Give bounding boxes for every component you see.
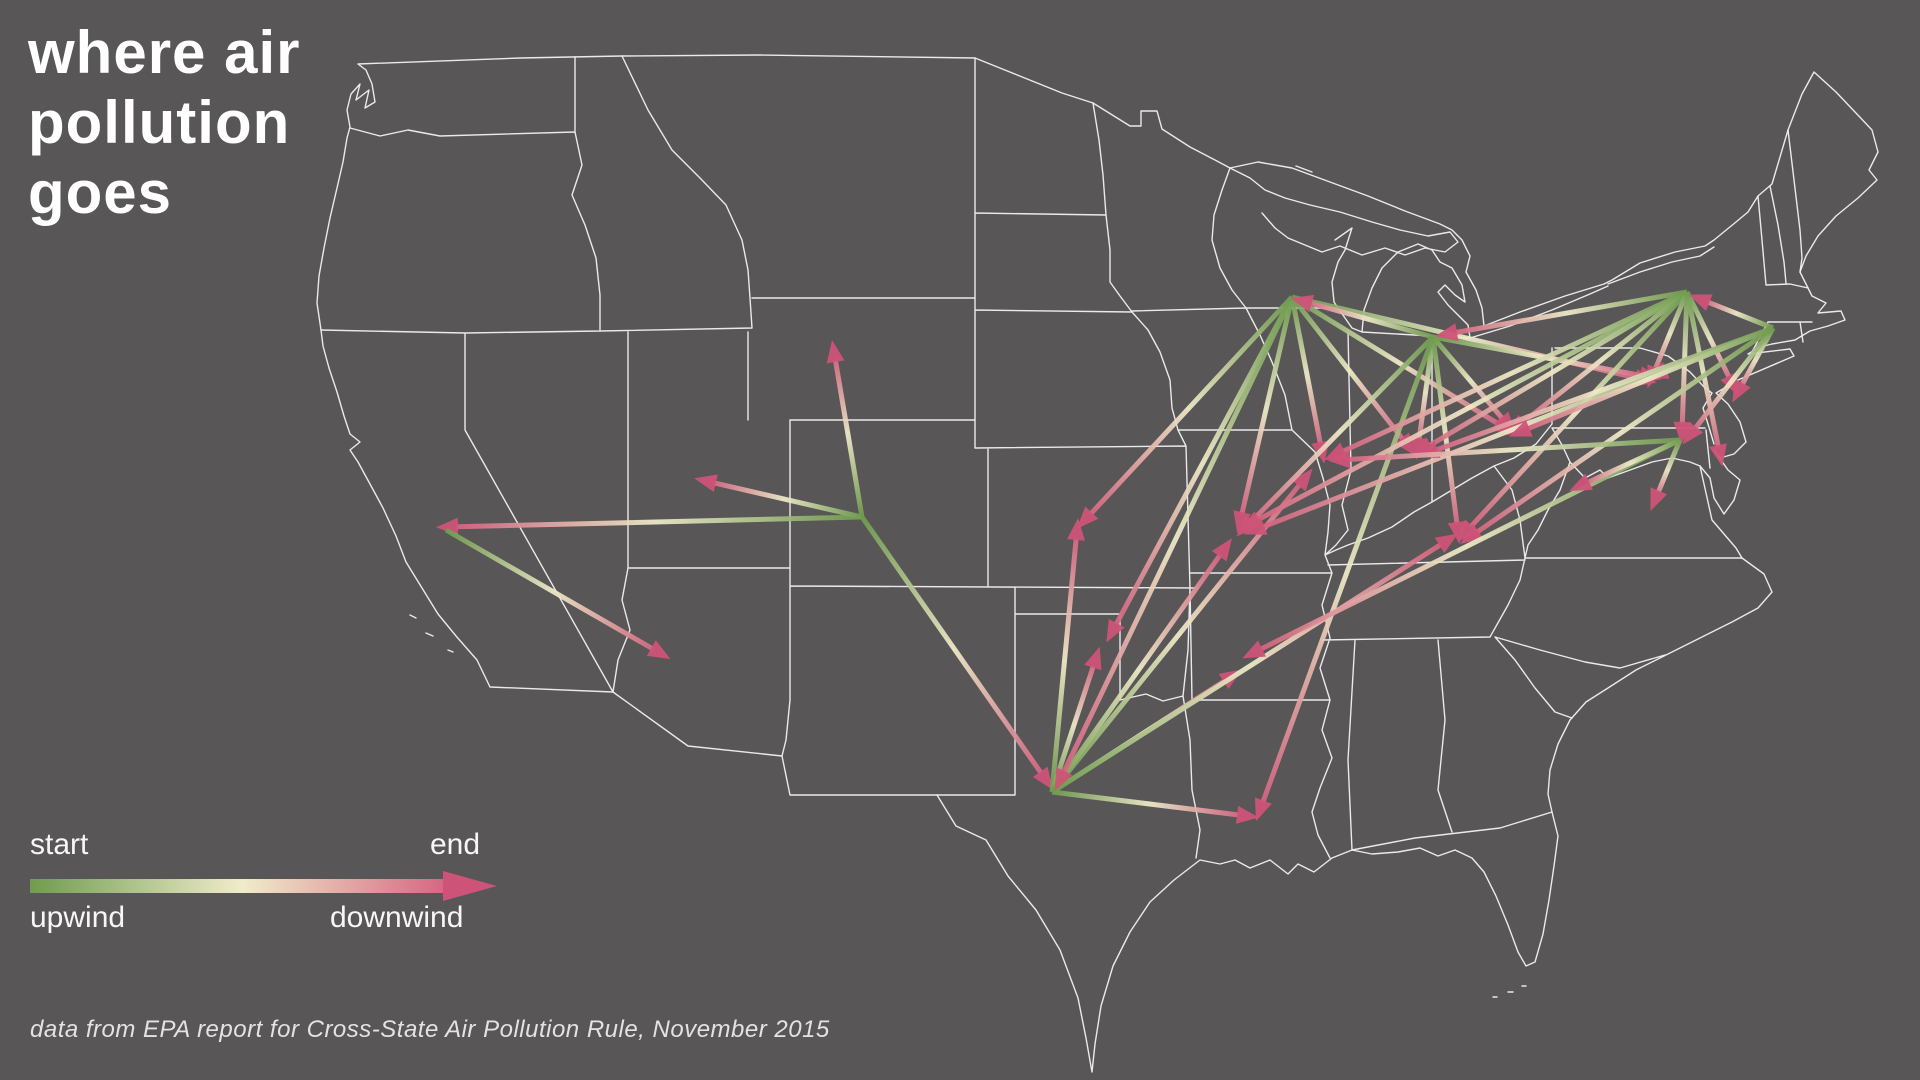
flow-arrowhead — [1682, 421, 1704, 445]
flow-arrow-shaft — [1341, 289, 1689, 454]
source-note: data from EPA report for Cross-State Air… — [30, 1016, 830, 1043]
flow-arrow-shaft — [1309, 300, 1434, 340]
flow-arrowhead — [1673, 421, 1692, 444]
flow-arrow-shaft — [1416, 336, 1436, 441]
flow-arrowhead — [1650, 487, 1668, 512]
flow-arrowhead — [1709, 443, 1727, 467]
flow-arrow-shaft — [1049, 537, 1079, 793]
state-borders — [320, 55, 1813, 859]
flow-arrow-shaft — [1655, 439, 1683, 494]
flow-arrow-shaft — [1061, 295, 1295, 774]
flow-arrow-shaft — [1684, 291, 1721, 448]
flow-arrow-shaft — [1260, 336, 1436, 804]
legend-downwind-label: downwind — [330, 901, 464, 934]
flow-arrow-shaft — [1526, 325, 1774, 432]
flow-arrowhead — [1243, 517, 1268, 535]
page-title: where air pollution goes — [28, 18, 300, 228]
flow-arrowhead — [1235, 805, 1259, 824]
flow-arrowhead — [1732, 378, 1751, 403]
legend-start-label: start — [30, 828, 89, 861]
us-map-outline — [316, 54, 1879, 1073]
flow-arrowhead — [646, 640, 671, 659]
flow-arrow-shaft — [1050, 542, 1443, 795]
flow-arrow-shaft — [1051, 789, 1240, 818]
flow-arrowhead — [1067, 518, 1086, 541]
flow-arrow-shaft — [1586, 437, 1682, 485]
flow-arrow-shaft — [1248, 335, 1435, 525]
flow-arrowhead — [1032, 766, 1053, 790]
flow-arrow-shaft — [859, 515, 1044, 775]
flow-arrow-shaft — [1692, 326, 1775, 431]
legend-gradient-arrow — [30, 871, 497, 901]
flow-arrowhead — [1242, 640, 1266, 659]
flow-arrowhead — [1290, 294, 1315, 313]
flow-arrowhead — [1328, 450, 1351, 469]
flow-arrowhead — [1508, 419, 1533, 437]
flow-arrow-shaft — [1113, 295, 1295, 627]
flow-arrowhead — [1254, 797, 1272, 822]
title-line-2: pollution — [28, 89, 291, 156]
flow-arrow-shaft — [1050, 482, 1302, 794]
flow-arrow-shaft — [1454, 289, 1688, 336]
flow-arrowhead — [1054, 767, 1073, 791]
title-line-3: goes — [28, 159, 173, 226]
flow-arrow-shaft — [1347, 437, 1681, 463]
flow-arrow-shaft — [832, 359, 865, 518]
legend-gradient-bar — [30, 879, 445, 893]
flow-arrow-shaft — [1239, 296, 1295, 515]
flow-arrow-shaft — [1652, 291, 1690, 371]
pollution-flow-arrows — [436, 289, 1776, 824]
flow-arrow-shaft — [1520, 290, 1689, 425]
flow-arrowhead — [826, 340, 845, 364]
flow-arrowhead — [1447, 520, 1466, 544]
flow-arrowhead — [1688, 294, 1713, 312]
flow-arrowhead — [1211, 538, 1232, 562]
flow-arrow-shaft — [1427, 289, 1689, 449]
flow-arrowhead — [1106, 618, 1125, 643]
flow-arrowhead — [694, 474, 718, 493]
flow-arrow-shaft — [1434, 325, 1774, 453]
flow-arrow-shaft — [1475, 325, 1775, 535]
flow-arrow-shaft — [1430, 336, 1460, 525]
us-outer-border — [316, 54, 1879, 1073]
title-line-1: where air — [28, 19, 301, 86]
legend-arrowhead — [443, 871, 497, 901]
flow-arrow-shaft — [1088, 295, 1294, 516]
flow-arrowhead — [1084, 646, 1102, 671]
flow-arrow-shaft — [1049, 553, 1223, 794]
flow-arrow-shaft — [1255, 289, 1689, 523]
legend-end-label: end — [430, 828, 481, 861]
flow-arrow-shaft — [1706, 299, 1774, 331]
legend-upwind-label: upwind — [30, 901, 126, 934]
flow-arrow-shaft — [1432, 334, 1643, 379]
flow-arrowhead — [1435, 323, 1459, 342]
flow-arrowhead — [1076, 506, 1099, 529]
flow-arrow-shaft — [455, 514, 863, 530]
flow-arrow-shaft — [1431, 335, 1505, 421]
flow-arrowhead — [1434, 533, 1459, 553]
flow-arrow-shaft — [1290, 295, 1406, 442]
flow-arrow-shaft — [713, 480, 863, 520]
flow-arrowhead — [1291, 468, 1313, 492]
flow-arrowhead — [1456, 519, 1479, 542]
flow-arrow-shaft — [1290, 294, 1500, 426]
flow-arrow-shaft — [444, 527, 655, 652]
flow-arrowhead — [1569, 473, 1593, 492]
flow-arrow-shaft — [1289, 296, 1323, 445]
